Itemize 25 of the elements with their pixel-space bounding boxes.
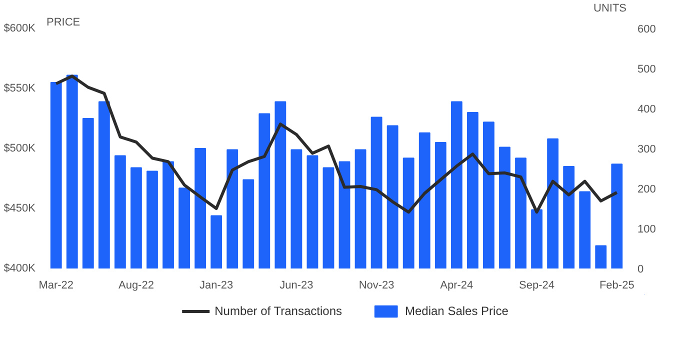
y2-axis-title: UNITS bbox=[594, 2, 626, 14]
legend-label: Number of Transactions bbox=[214, 304, 342, 318]
x-tick-label: Jan-23 bbox=[200, 280, 234, 292]
x-tick-label: Feb-25 bbox=[599, 280, 634, 292]
x-tick-label: Nov-23 bbox=[358, 280, 394, 292]
x-tick-label: Jun-23 bbox=[280, 280, 314, 292]
x-tick-label: Aug-22 bbox=[118, 280, 154, 292]
x-tick-label: Sep-24 bbox=[519, 280, 555, 292]
y-tick-label: $450K bbox=[4, 202, 36, 214]
y2-tick-label: 400 bbox=[638, 104, 656, 116]
y2-tick-label: 100 bbox=[638, 224, 656, 236]
y-axis-title: PRICE bbox=[46, 16, 80, 28]
y2-tick-label: 500 bbox=[638, 64, 656, 76]
x-tick-label: Apr-24 bbox=[440, 280, 474, 292]
x-tick-label: Mar-22 bbox=[38, 280, 74, 292]
y-tick-label: $400K bbox=[4, 262, 36, 274]
y2-tick-label: 600 bbox=[638, 24, 656, 36]
line-series bbox=[54, 74, 618, 214]
y2-tick-label: 0 bbox=[638, 264, 644, 276]
y-tick-label: $550K bbox=[4, 82, 36, 94]
y-tick-label: $600K bbox=[4, 22, 36, 34]
y2-tick-label: 300 bbox=[638, 144, 656, 156]
legend-label: Median Sales Price bbox=[405, 304, 508, 318]
y2-tick-label: 200 bbox=[638, 184, 656, 196]
y-tick-label: $500K bbox=[4, 142, 36, 154]
